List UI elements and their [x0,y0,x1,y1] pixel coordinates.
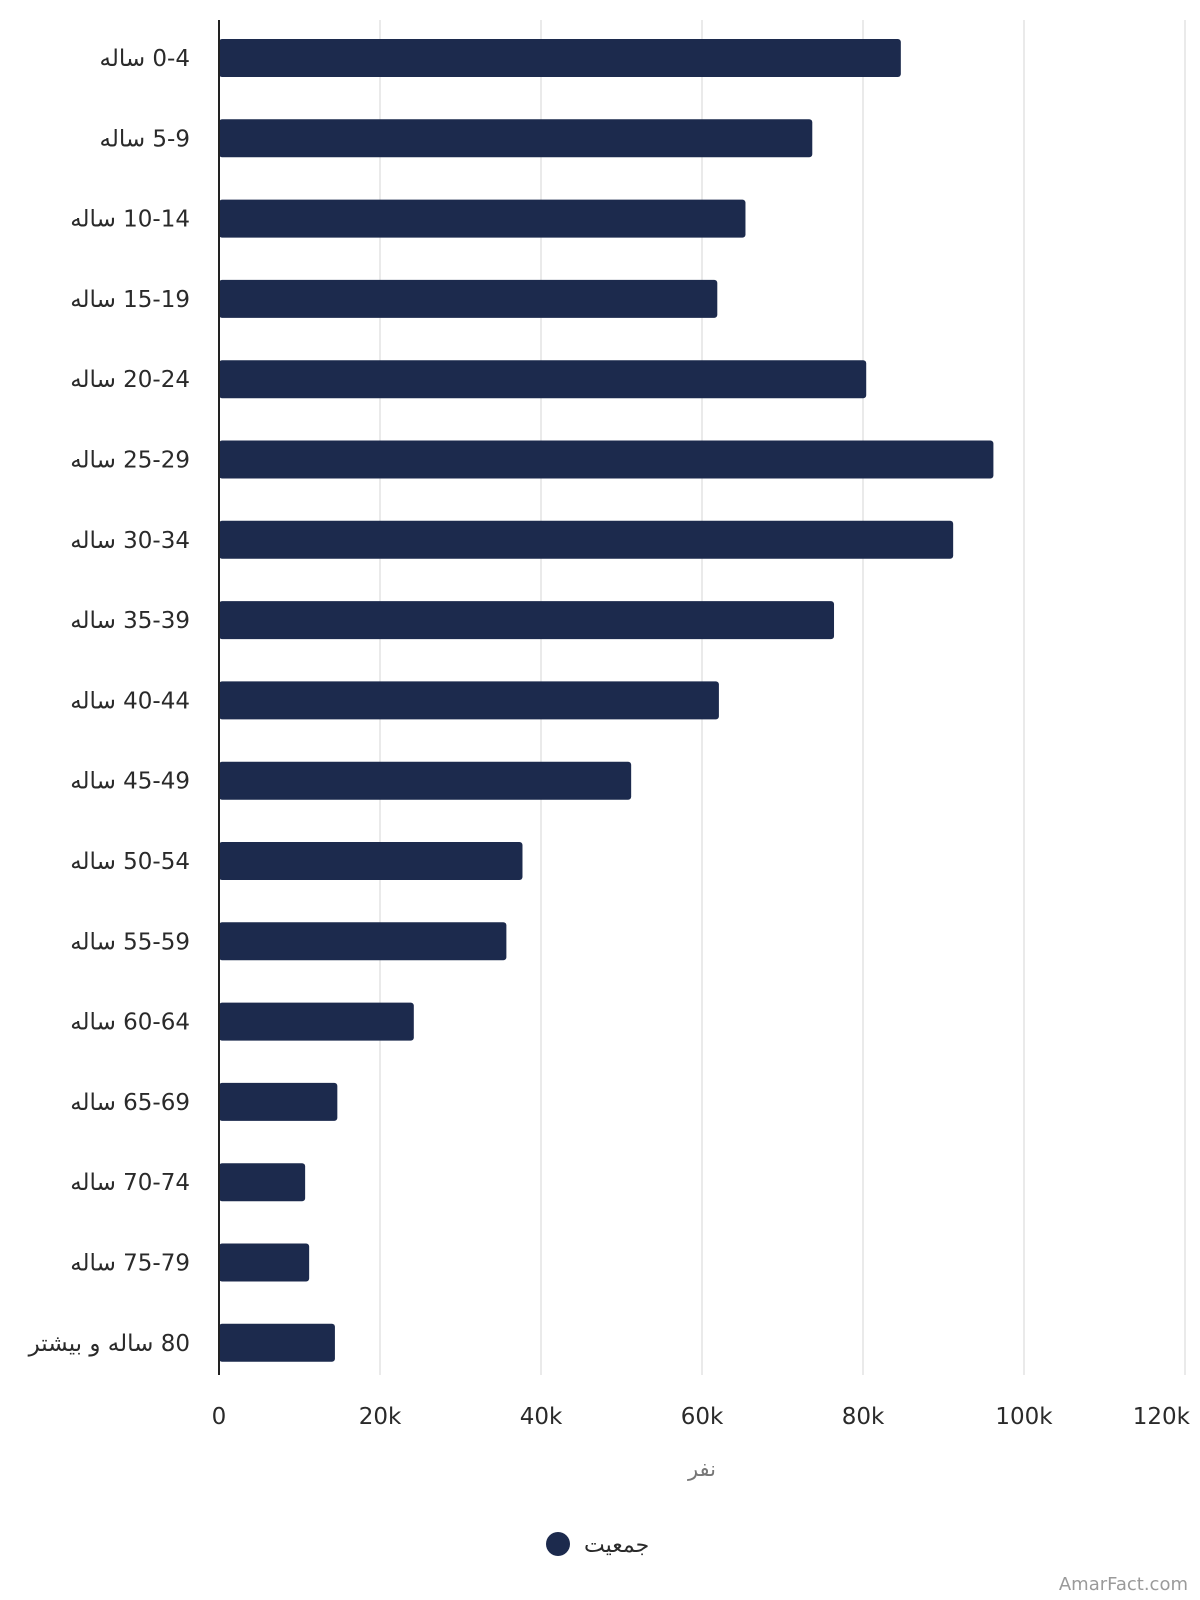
category-label: 25-29 ساله [70,448,190,474]
category-label: 0-4 ساله [99,46,190,72]
category-label: 80 ساله و بیشتر [28,1331,190,1357]
bar[interactable] [219,1323,335,1362]
category-label: 35-39 ساله [70,608,190,634]
bar[interactable] [219,1082,338,1121]
bar[interactable] [219,279,718,318]
category-labels: 0-4 ساله 5-9 ساله 10-14 ساله 15-19 ساله 20-2… [28,46,190,1357]
bar[interactable] [219,761,632,800]
bar[interactable] [219,1002,414,1041]
category-label: 70-74 ساله [70,1170,190,1196]
bar[interactable] [219,842,523,880]
legend[interactable]: جمعیت [546,1532,649,1558]
category-label: 65-69 ساله [70,1090,190,1116]
bar[interactable] [219,681,719,720]
x-tick-label: 60k [681,1404,724,1430]
category-label: 55-59 ساله [70,929,190,955]
category-label: 30-34 ساله [70,528,190,554]
category-label: 20-24 ساله [70,367,190,393]
legend-label: جمعیت [584,1533,649,1558]
x-tick-label: 100k [995,1404,1053,1430]
category-label: 75-79 ساله [70,1251,190,1277]
x-tick-label: 80k [842,1404,885,1430]
category-label: 15-19 ساله [70,287,190,313]
x-tick-label: 0 [212,1404,227,1430]
x-axis-title: نفر [687,1457,716,1481]
bar[interactable] [219,119,813,158]
bar[interactable] [219,1243,310,1282]
x-tick-label: 40k [520,1404,563,1430]
bar[interactable] [219,39,901,77]
bar[interactable] [219,199,746,238]
bar[interactable] [219,1163,306,1202]
category-label: 10-14 ساله [70,207,190,233]
bars [219,39,994,1362]
bar[interactable] [219,360,867,399]
category-label: 60-64 ساله [70,1010,190,1036]
category-label: 5-9 ساله [99,126,190,152]
category-label: 40-44 ساله [70,688,190,714]
bar[interactable] [219,520,954,559]
bar[interactable] [219,601,835,640]
x-tick-labels: 0 20k 40k 60k 80k 100k 120k [212,1404,1191,1430]
bar[interactable] [219,440,994,479]
bar[interactable] [219,922,507,961]
legend-marker [546,1532,570,1556]
watermark: AmarFact.com [1059,1574,1188,1595]
category-label: 45-49 ساله [70,769,190,795]
x-tick-label: 20k [359,1404,402,1430]
x-tick-label: 120k [1133,1404,1191,1430]
category-label: 50-54 ساله [70,849,190,875]
